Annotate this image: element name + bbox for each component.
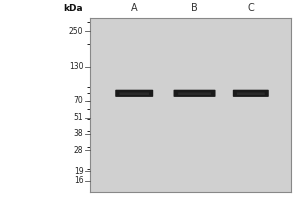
Text: 38: 38 (74, 129, 83, 138)
Text: 28: 28 (74, 146, 83, 155)
Text: 70: 70 (74, 96, 83, 105)
Text: 130: 130 (69, 62, 83, 71)
Text: A: A (131, 3, 137, 13)
FancyBboxPatch shape (178, 93, 211, 95)
FancyBboxPatch shape (237, 93, 265, 95)
FancyBboxPatch shape (173, 90, 215, 97)
Text: 19: 19 (74, 167, 83, 176)
Text: 16: 16 (74, 176, 83, 185)
FancyBboxPatch shape (115, 90, 153, 97)
Text: kDa: kDa (64, 4, 83, 13)
Text: C: C (248, 3, 254, 13)
FancyBboxPatch shape (119, 93, 149, 95)
FancyBboxPatch shape (233, 90, 269, 97)
Text: B: B (191, 3, 198, 13)
Text: 51: 51 (74, 113, 83, 122)
Text: 250: 250 (69, 27, 83, 36)
